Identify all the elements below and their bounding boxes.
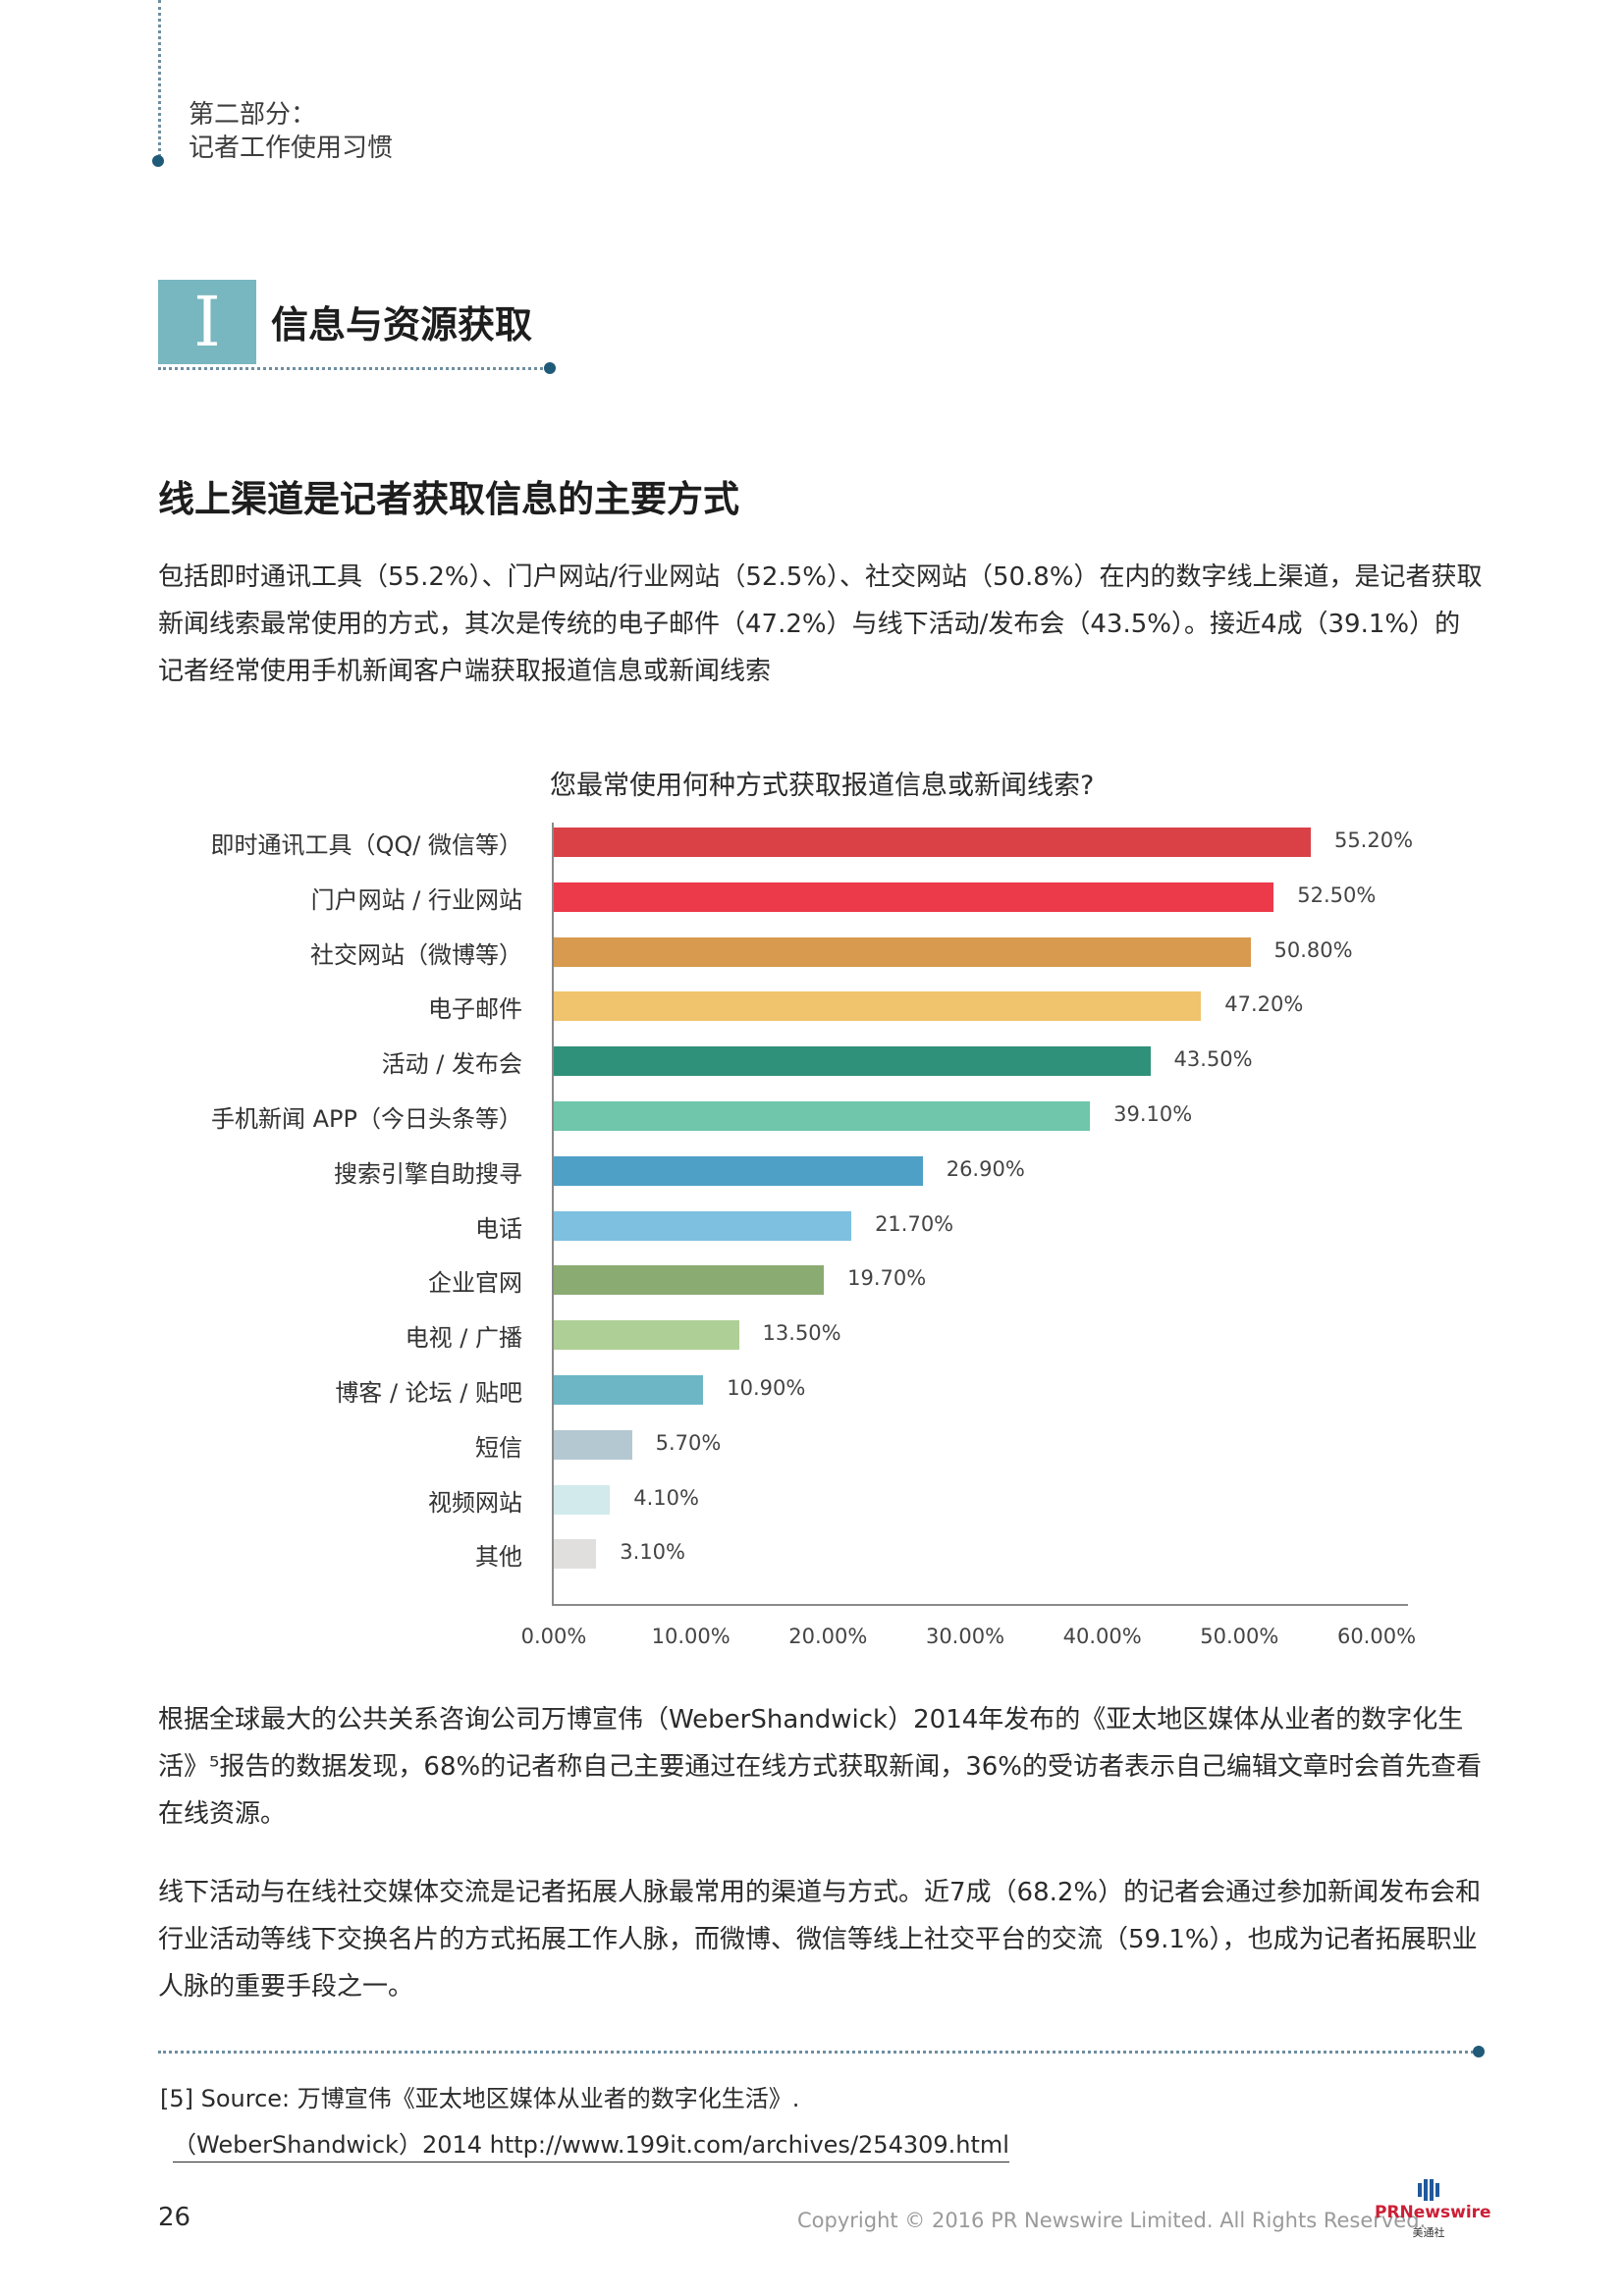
category-label: 电话 (475, 1214, 522, 1243)
x-tick-label: 10.00% (651, 1625, 731, 1648)
bar (554, 1484, 611, 1515)
header-dotted-line (158, 0, 161, 157)
logo-mark-icon (1418, 2179, 1439, 2201)
chapter-divider (158, 367, 549, 370)
category-label: 博客 / 论坛 / 贴吧 (335, 1379, 522, 1407)
bar-value-label: 3.10% (620, 1540, 685, 1565)
bar (554, 1101, 1091, 1131)
part-label: 第二部分： (189, 100, 317, 130)
bar-value-label: 52.50% (1297, 882, 1377, 907)
category-label: 社交网站（微博等） (310, 940, 522, 969)
category-label: 电视 / 广播 (405, 1324, 522, 1353)
part-subtitle: 记者工作使用习惯 (189, 133, 394, 163)
bar (554, 991, 1202, 1022)
bar-value-label: 47.20% (1224, 992, 1304, 1017)
bar (554, 1320, 739, 1351)
bar-value-label: 21.70% (875, 1211, 954, 1236)
bar (554, 1046, 1151, 1077)
category-label: 电子邮件 (428, 995, 522, 1024)
bar-value-label: 13.50% (762, 1321, 841, 1346)
footnote-divider-dot (1473, 2046, 1485, 2057)
x-tick-label: 30.00% (925, 1625, 1005, 1648)
chart-title: 您最常使用何种方式获取报道信息或新闻线索? (550, 771, 1095, 801)
chart-y-axis (552, 823, 554, 1606)
category-label: 手机新闻 APP（今日头条等） (211, 1105, 522, 1133)
bar (554, 828, 1311, 857)
bar-value-label: 10.90% (727, 1376, 806, 1400)
bar (554, 1210, 852, 1241)
category-label: 其他 (475, 1543, 522, 1572)
bar (554, 1265, 825, 1296)
x-tick-label: 20.00% (788, 1625, 868, 1648)
bar-value-label: 39.10% (1113, 1102, 1193, 1126)
section-label: 第二部分： 记者工作使用习惯 (189, 98, 393, 165)
footnote-divider (158, 2051, 1479, 2054)
bar (554, 936, 1251, 967)
x-tick-label: 60.00% (1336, 1625, 1417, 1648)
logo-text: PRNewswire (1375, 2203, 1491, 2222)
x-tick-label: 0.00% (520, 1625, 587, 1648)
bar (554, 1375, 704, 1405)
bar-value-label: 5.70% (655, 1430, 722, 1455)
bar-value-label: 43.50% (1173, 1047, 1253, 1072)
paragraph-1: 包括即时通讯工具（55.2%）、门户网站/行业网站（52.5%）、社交网站（50… (158, 562, 1483, 686)
bar-value-label: 4.10% (633, 1485, 699, 1510)
copyright-text: Copyright © 2016 PR Newswire Limited. Al… (797, 2209, 1427, 2232)
category-label: 视频网站 (428, 1488, 522, 1517)
bar-value-label: 26.90% (946, 1156, 1025, 1181)
paragraph-3: 线下活动与在线社交媒体交流是记者拓展人脉最常用的渠道与方式。近7成（68.2%）… (158, 1878, 1482, 2002)
bar (554, 881, 1274, 912)
category-label: 即时通讯工具（QQ/ 微信等） (210, 831, 523, 859)
category-label: 企业官网 (428, 1269, 522, 1298)
bar-value-label: 55.20% (1333, 828, 1414, 852)
bar (554, 1539, 597, 1570)
category-label: 活动 / 发布会 (381, 1050, 522, 1079)
section-heading: 线上渠道是记者获取信息的主要方式 (158, 478, 739, 520)
category-label: 搜索引擎自助搜寻 (334, 1159, 522, 1188)
category-label: 短信 (475, 1433, 522, 1462)
x-tick-label: 50.00% (1200, 1625, 1279, 1648)
footnote-source: [5] Source: 万博宣伟《亚太地区媒体从业者的数字化生活》. (160, 2085, 800, 2112)
bar-value-label: 19.70% (847, 1266, 927, 1291)
bar (554, 1155, 923, 1186)
chapter-title: 信息与资源获取 (271, 303, 533, 347)
chapter-divider-dot (544, 362, 556, 374)
footnote-link[interactable]: （WeberShandwick）2014 http://www.199it.co… (173, 2125, 1009, 2163)
bar-value-label: 50.80% (1273, 937, 1353, 962)
paragraph-2: 根据全球最大的公共关系咨询公司万博宣伟（WeberShandwick）2014年… (158, 1705, 1483, 1829)
prnewswire-logo: PRNewswire 美通社 (1375, 2177, 1491, 2239)
chart-x-axis (552, 1604, 1408, 1606)
header-dot (152, 155, 164, 167)
category-label: 门户网站 / 行业网站 (310, 885, 522, 914)
bar (554, 1429, 632, 1460)
page-number: 26 (158, 2203, 191, 2232)
logo-cn-text: 美通社 (1412, 2226, 1445, 2239)
chapter-numeral: I (158, 280, 256, 364)
x-tick-label: 40.00% (1062, 1625, 1142, 1648)
